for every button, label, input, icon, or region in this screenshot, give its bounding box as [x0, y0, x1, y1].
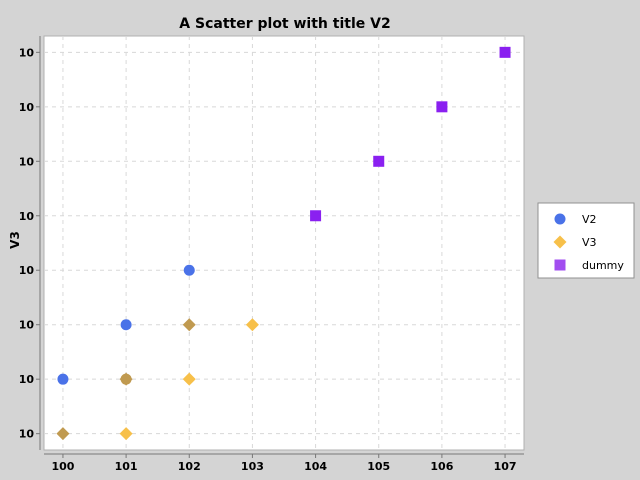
point-v3: [245, 318, 259, 332]
legend-marker-v2: [554, 213, 566, 225]
legend-label-dummy: dummy: [582, 259, 624, 272]
point-dummy: [310, 210, 322, 222]
point-dummy: [373, 155, 385, 167]
x-tick-label: 104: [304, 460, 327, 473]
x-tick-label: 102: [178, 460, 201, 473]
point-v3: [182, 318, 196, 332]
axes: 100 101 102 103 104 105 106 107 10 10 10 10 10 10 10 10: [19, 36, 524, 473]
point-v3: [119, 372, 133, 386]
point-v2: [120, 319, 132, 331]
x-tick-label: 106: [430, 460, 453, 473]
point-dummy: [436, 101, 448, 113]
point-v3: [182, 372, 196, 386]
y-axis-label: V3: [8, 231, 22, 249]
legend-marker-v3: [553, 235, 567, 249]
chart-title: A Scatter plot with title V2: [179, 16, 390, 32]
legend-marker-dummy: [554, 259, 566, 271]
point-v3: [56, 427, 70, 441]
data-points: [56, 46, 511, 441]
y-tick-label: 10: [19, 428, 35, 441]
x-tick-label: 100: [51, 460, 74, 473]
y-tick-label: 10: [19, 319, 35, 332]
x-tick-label: 103: [241, 460, 264, 473]
y-tick-label: 10: [19, 101, 35, 114]
legend-label-v3: V3: [582, 236, 597, 249]
point-dummy: [499, 46, 511, 58]
y-tick-label: 10: [19, 46, 35, 59]
y-tick-label: 10: [19, 264, 35, 277]
point-v2: [183, 264, 195, 276]
y-tick-label: 10: [19, 373, 35, 386]
point-v2: [57, 373, 69, 385]
x-tick-label: 101: [115, 460, 138, 473]
point-v3: [119, 427, 133, 441]
plot-area: [43, 35, 525, 451]
legend-box: [537, 202, 635, 279]
y-tick-label: 10: [19, 155, 35, 168]
legend-label-v2: V2: [582, 213, 597, 226]
legend: V2 V3 dummy: [537, 202, 635, 279]
y-tick-label: 10: [19, 210, 35, 223]
x-tick-label: 107: [494, 460, 517, 473]
x-tick-label: 105: [367, 460, 390, 473]
